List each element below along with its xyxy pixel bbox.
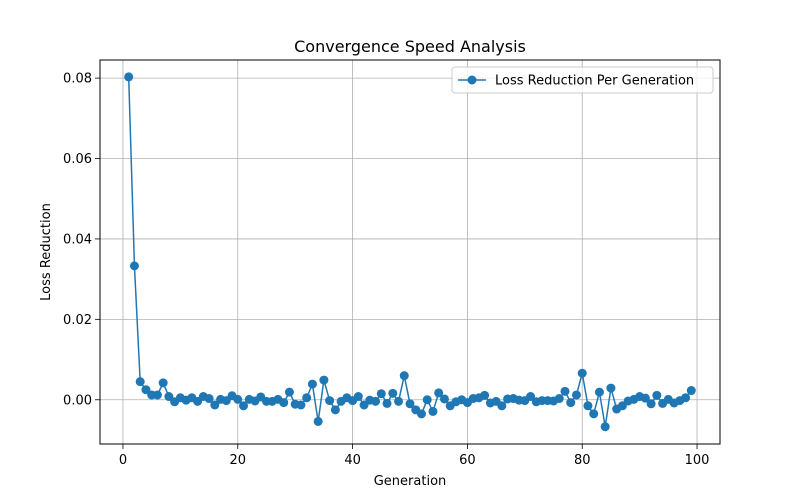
data-point [583, 401, 593, 411]
data-point [164, 392, 174, 402]
data-point [382, 398, 392, 408]
data-point [577, 368, 587, 378]
chart-title: Convergence Speed Analysis [294, 37, 526, 56]
data-point [416, 409, 426, 419]
data-point [652, 390, 662, 400]
data-point [353, 392, 363, 402]
data-point [284, 387, 294, 397]
data-point [152, 390, 162, 400]
y-tick-label: 0.08 [63, 72, 92, 87]
data-point [141, 385, 151, 395]
data-point [388, 388, 398, 398]
data-point [422, 395, 432, 405]
data-point [646, 399, 656, 409]
data-point [480, 390, 490, 400]
data-point [330, 405, 340, 415]
data-point [296, 400, 306, 410]
x-tick-label: 20 [230, 453, 247, 468]
x-tick-label: 80 [574, 453, 591, 468]
data-point [302, 393, 312, 403]
x-tick-label: 0 [119, 453, 127, 468]
data-point [600, 422, 610, 432]
data-point [325, 396, 335, 406]
data-point [428, 406, 438, 416]
data-point [239, 401, 249, 411]
data-point [566, 398, 576, 408]
x-tick-label: 40 [344, 453, 361, 468]
y-ticks: 0.00 0.02 0.04 0.06 0.08 [63, 72, 100, 408]
data-point [376, 389, 386, 399]
data-point [319, 375, 329, 385]
data-point [307, 379, 317, 389]
data-point [606, 383, 616, 393]
x-axis-label: Generation [374, 474, 447, 489]
data-point [204, 394, 214, 404]
legend: Loss Reduction Per Generation [451, 66, 714, 94]
data-point [279, 398, 289, 408]
y-tick-label: 0.04 [63, 232, 92, 247]
data-point [371, 396, 381, 406]
y-tick-label: 0.00 [63, 393, 92, 408]
data-point [640, 393, 650, 403]
data-point [497, 401, 507, 411]
data-point [394, 396, 404, 406]
x-tick-label: 100 [685, 453, 710, 468]
data-point [399, 371, 409, 381]
x-ticks: 0 20 40 60 80 100 [119, 444, 710, 468]
data-point [135, 377, 145, 387]
x-tick-label: 60 [459, 453, 476, 468]
data-point [129, 261, 139, 271]
data-point [405, 399, 415, 409]
plot-frame [99, 59, 721, 445]
series-layer [124, 72, 696, 432]
data-point [434, 388, 444, 398]
data-point [554, 394, 564, 404]
data-point [158, 378, 168, 388]
data-point [681, 393, 691, 403]
data-point [594, 387, 604, 397]
data-point [589, 409, 599, 419]
y-tick-label: 0.02 [63, 313, 92, 328]
data-point [313, 416, 323, 426]
data-point [210, 400, 220, 410]
data-point [439, 394, 449, 404]
data-point [124, 72, 134, 82]
legend-box [451, 66, 714, 94]
legend-label: Loss Reduction Per Generation [495, 74, 694, 89]
y-axis-label: Loss Reduction [39, 203, 54, 301]
data-point [233, 394, 243, 404]
legend-dot-marker [467, 75, 477, 85]
y-tick-label: 0.06 [63, 152, 92, 167]
data-point [560, 386, 570, 396]
data-point [571, 390, 581, 400]
data-point [526, 392, 536, 402]
data-point [686, 386, 696, 396]
